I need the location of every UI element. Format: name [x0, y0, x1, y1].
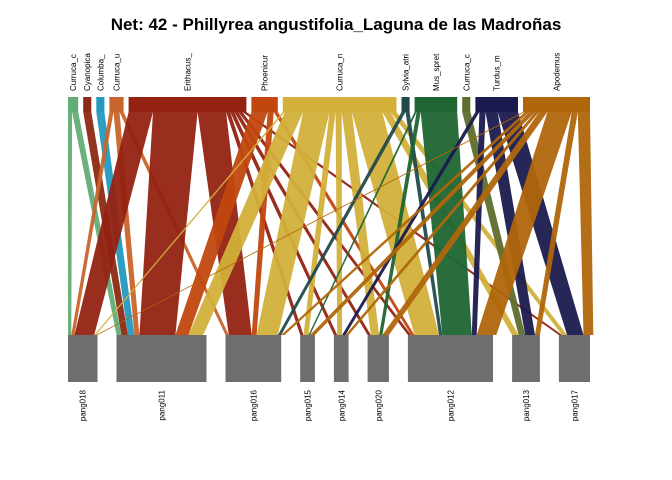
link-phoe-pang011: [175, 112, 268, 335]
top-node-label-phoe: Phoenicur: [261, 55, 270, 91]
top-node-curr4: [462, 97, 471, 112]
top-node-label-sylv: Sylvia_atri: [402, 54, 411, 91]
link-erit-pang018: [74, 112, 153, 335]
top-node-sylv: [401, 97, 410, 112]
link-apod-pang015: [310, 112, 536, 335]
top-node-curr2: [109, 97, 124, 112]
top-node-label-colu: Columba_: [96, 54, 105, 91]
top-node-cyan: [83, 97, 92, 112]
top-node-colu: [96, 97, 105, 112]
top-node-layer: [68, 97, 590, 112]
link-curr3-pang011: [188, 112, 304, 335]
top-node-label-apod: Apodemus: [553, 53, 562, 91]
top-node-turd: [475, 97, 518, 112]
link-turd-pang017: [497, 112, 584, 335]
link-apod-pang014: [345, 112, 540, 335]
bottom-node-label-pang014: pang014: [337, 389, 346, 421]
link-turd-pang013: [485, 112, 535, 335]
bottom-node-pang018: [68, 335, 98, 382]
bottom-node-pang013: [512, 335, 540, 382]
top-label-layer: Curruca_c Cyanopica Columba_ Curruca_u Erith…: [69, 53, 561, 91]
top-node-label-curr4: Curruca_c: [462, 54, 471, 91]
top-node-label-mus: Mus_spret: [432, 53, 441, 91]
top-node-label-curr2: Curruca_u: [113, 54, 122, 91]
link-layer: [68, 112, 594, 335]
bottom-node-pang015: [300, 335, 315, 382]
bottom-node-pang016: [225, 335, 282, 382]
bottom-node-label-pang020: pang020: [374, 389, 383, 421]
bottom-node-pang012: [407, 335, 493, 382]
top-node-label-erit: Erithacus_: [184, 53, 193, 91]
top-node-curr3: [282, 97, 397, 112]
bottom-node-label-pang013: pang013: [522, 389, 531, 421]
link-curr1-pang018: [68, 112, 73, 335]
bottom-label-layer: pang018 pang011 pang016 pang015 pang014 pang0…: [79, 389, 580, 421]
top-node-label-curr1: Curruca_c: [69, 54, 78, 91]
link-erit-pang011: [139, 112, 198, 335]
link-apod-pang017: [577, 112, 594, 335]
top-node-label-cyan: Cyanopica: [83, 53, 92, 91]
link-curr3-pang016: [256, 112, 330, 335]
link-mus-pang012: [420, 112, 472, 335]
link-mus-pang020: [379, 112, 421, 335]
bottom-node-pang014: [333, 335, 349, 382]
bottom-node-label-pang011: pang011: [158, 389, 167, 420]
link-curr2-pang018: [71, 112, 114, 335]
bottom-node-label-pang016: pang016: [249, 389, 258, 421]
link-apod-pang020: [382, 112, 548, 335]
top-node-label-turd: Turdus_m: [493, 55, 502, 91]
link-curr3-pang014: [335, 112, 343, 335]
top-node-mus: [414, 97, 458, 112]
link-curr3-pang018: [94, 112, 285, 335]
link-apod-pang013: [535, 112, 578, 335]
link-mus-pang015: [308, 112, 417, 335]
link-apod-pang018: [95, 112, 526, 335]
link-curr1-pang011: [72, 112, 122, 335]
top-node-phoe: [251, 97, 278, 112]
link-apod-pang016: [281, 112, 530, 335]
link-apod-pang012: [476, 112, 572, 335]
bottom-node-pang011: [116, 335, 207, 382]
bottom-node-pang020: [367, 335, 389, 382]
top-node-curr1: [68, 97, 79, 112]
top-node-erit: [128, 97, 247, 112]
link-turd-pang014: [342, 112, 480, 335]
bottom-node-label-pang015: pang015: [304, 389, 313, 421]
bottom-node-pang017: [558, 335, 590, 382]
bottom-node-label-pang012: pang012: [447, 389, 456, 421]
bottom-node-label-pang018: pang018: [79, 389, 88, 421]
top-node-label-curr3: Curruca_n: [336, 54, 345, 91]
top-node-apod: [523, 97, 590, 112]
bottom-node-label-pang017: pang017: [570, 389, 579, 421]
chart-title: Net: 42 - Phillyrea angustifolia_Laguna …: [111, 15, 562, 34]
link-sylv-pang016: [277, 112, 406, 335]
link-turd-pang012: [471, 112, 486, 335]
bottom-node-layer: [68, 335, 590, 382]
